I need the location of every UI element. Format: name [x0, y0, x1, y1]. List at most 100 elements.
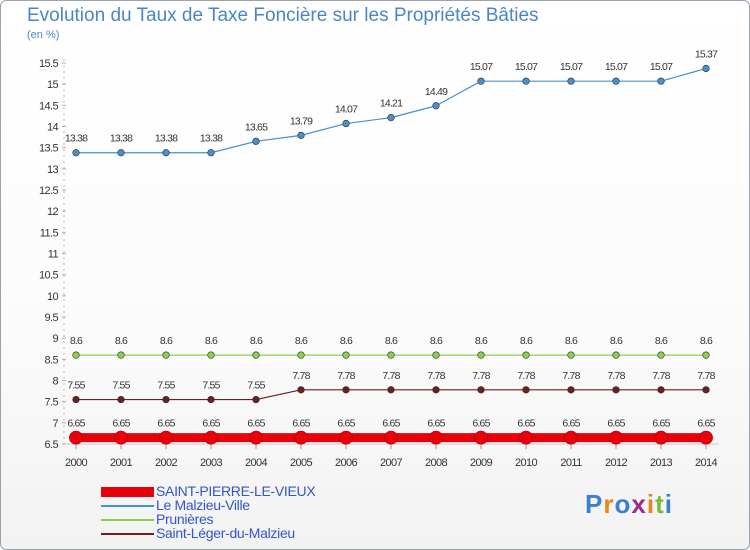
data-point [432, 102, 440, 110]
y-tick-label: 13.5 [39, 143, 58, 155]
y-tick-label: 12.5 [39, 185, 58, 197]
data-label: 15.07 [650, 61, 673, 73]
data-label: 8.6 [295, 335, 308, 347]
legend-swatch-series-0 [101, 487, 154, 497]
data-label: 15.37 [695, 49, 718, 61]
brand-logo: Proxiti [585, 489, 673, 520]
data-label: 13.79 [290, 115, 313, 127]
y-tick-label: 13 [47, 164, 59, 176]
data-point [207, 149, 215, 157]
x-tick-label: 2002 [155, 457, 178, 469]
data-point [474, 430, 488, 445]
x-tick-label: 2013 [650, 457, 673, 469]
y-tick-label: 6.5 [45, 439, 59, 451]
data-label: 7.78 [517, 370, 535, 382]
series-lines: 6.65 6.65 6.65 6.65 6.65 6.65 6.65 6.65 6.65 6.65… [65, 49, 719, 445]
data-point [567, 351, 575, 359]
y-tick-label: 9.5 [45, 312, 59, 324]
data-label: 8.6 [655, 335, 668, 347]
data-point [162, 149, 170, 157]
data-label: 6.65 [157, 418, 175, 430]
data-point [567, 77, 575, 85]
data-point [567, 386, 575, 394]
brand-letter: r [603, 489, 615, 519]
legend-label-series-3: Saint-Léger-du-Malzieu [156, 525, 295, 541]
data-label: 8.6 [205, 335, 218, 347]
data-point [297, 386, 305, 394]
x-tick-label: 2003 [200, 457, 223, 469]
data-point [387, 351, 395, 359]
y-tick-label: 12 [47, 206, 59, 218]
axes: 6.5 7 7.5 8 8.5 9 9.5 10 10.5 11 11.5 12 12.5 13 13.5 1… [39, 58, 719, 469]
data-label: 8.6 [565, 335, 578, 347]
data-point [252, 137, 260, 145]
legend-swatch-series-1 [101, 505, 154, 507]
data-label: 8.6 [475, 335, 488, 347]
data-point [117, 395, 125, 404]
data-point [429, 430, 443, 445]
x-tick-label: 2006 [335, 457, 358, 469]
y-tick-label: 14 [47, 122, 59, 134]
data-label: 7.78 [472, 370, 490, 382]
data-point [477, 77, 485, 85]
data-label: 7.55 [157, 380, 175, 392]
data-label: 8.6 [430, 335, 443, 347]
data-point [609, 430, 623, 445]
data-point [699, 430, 713, 445]
y-tick-label: 7 [52, 418, 58, 430]
data-point [522, 351, 530, 359]
data-point [612, 77, 620, 85]
data-label: 15.07 [515, 61, 538, 73]
data-point [162, 351, 170, 359]
data-label: 7.78 [292, 370, 310, 382]
x-tick-label: 2000 [65, 457, 88, 469]
data-label: 7.78 [382, 370, 400, 382]
data-label: 13.65 [245, 121, 268, 133]
data-point [612, 386, 620, 394]
data-point [519, 430, 533, 445]
data-point [342, 119, 350, 128]
data-point [522, 77, 530, 85]
data-point [477, 386, 485, 394]
legend-label-series-2: Prunières [156, 511, 214, 527]
data-point [204, 430, 218, 445]
data-point [207, 351, 215, 359]
y-tick-label: 15 [47, 79, 59, 91]
x-tick-label: 2007 [380, 457, 403, 469]
data-label: 7.78 [652, 370, 670, 382]
data-label: 8.6 [610, 335, 623, 347]
brand-letter: i [664, 489, 673, 519]
data-point [387, 386, 395, 394]
data-label: 7.55 [202, 380, 220, 392]
data-point [162, 395, 170, 404]
data-label: 6.65 [652, 418, 670, 430]
data-point [702, 386, 710, 394]
data-point [657, 77, 665, 85]
data-point [522, 386, 530, 394]
y-tick-label: 9 [52, 333, 58, 345]
data-label: 15.07 [560, 61, 583, 73]
x-tick-label: 2009 [470, 457, 493, 469]
data-label: 8.6 [520, 335, 533, 347]
data-point [72, 149, 80, 157]
data-label: 7.78 [562, 370, 580, 382]
chart-title: Evolution du Taux de Taxe Foncière sur l… [27, 5, 539, 26]
data-label: 6.65 [202, 418, 220, 430]
data-point [252, 351, 260, 359]
data-point [339, 430, 353, 445]
data-point [72, 351, 80, 359]
data-label: 6.65 [472, 418, 490, 430]
data-point [297, 131, 305, 139]
data-point [477, 351, 485, 359]
y-tick-label: 8 [52, 376, 58, 388]
data-point [657, 351, 665, 359]
data-label: 14.21 [380, 98, 403, 110]
data-label: 8.6 [250, 335, 263, 347]
data-point [702, 64, 710, 73]
data-point [702, 351, 710, 359]
y-tick-label: 11 [48, 249, 59, 261]
data-point [387, 114, 395, 122]
data-label: 8.6 [160, 335, 173, 347]
